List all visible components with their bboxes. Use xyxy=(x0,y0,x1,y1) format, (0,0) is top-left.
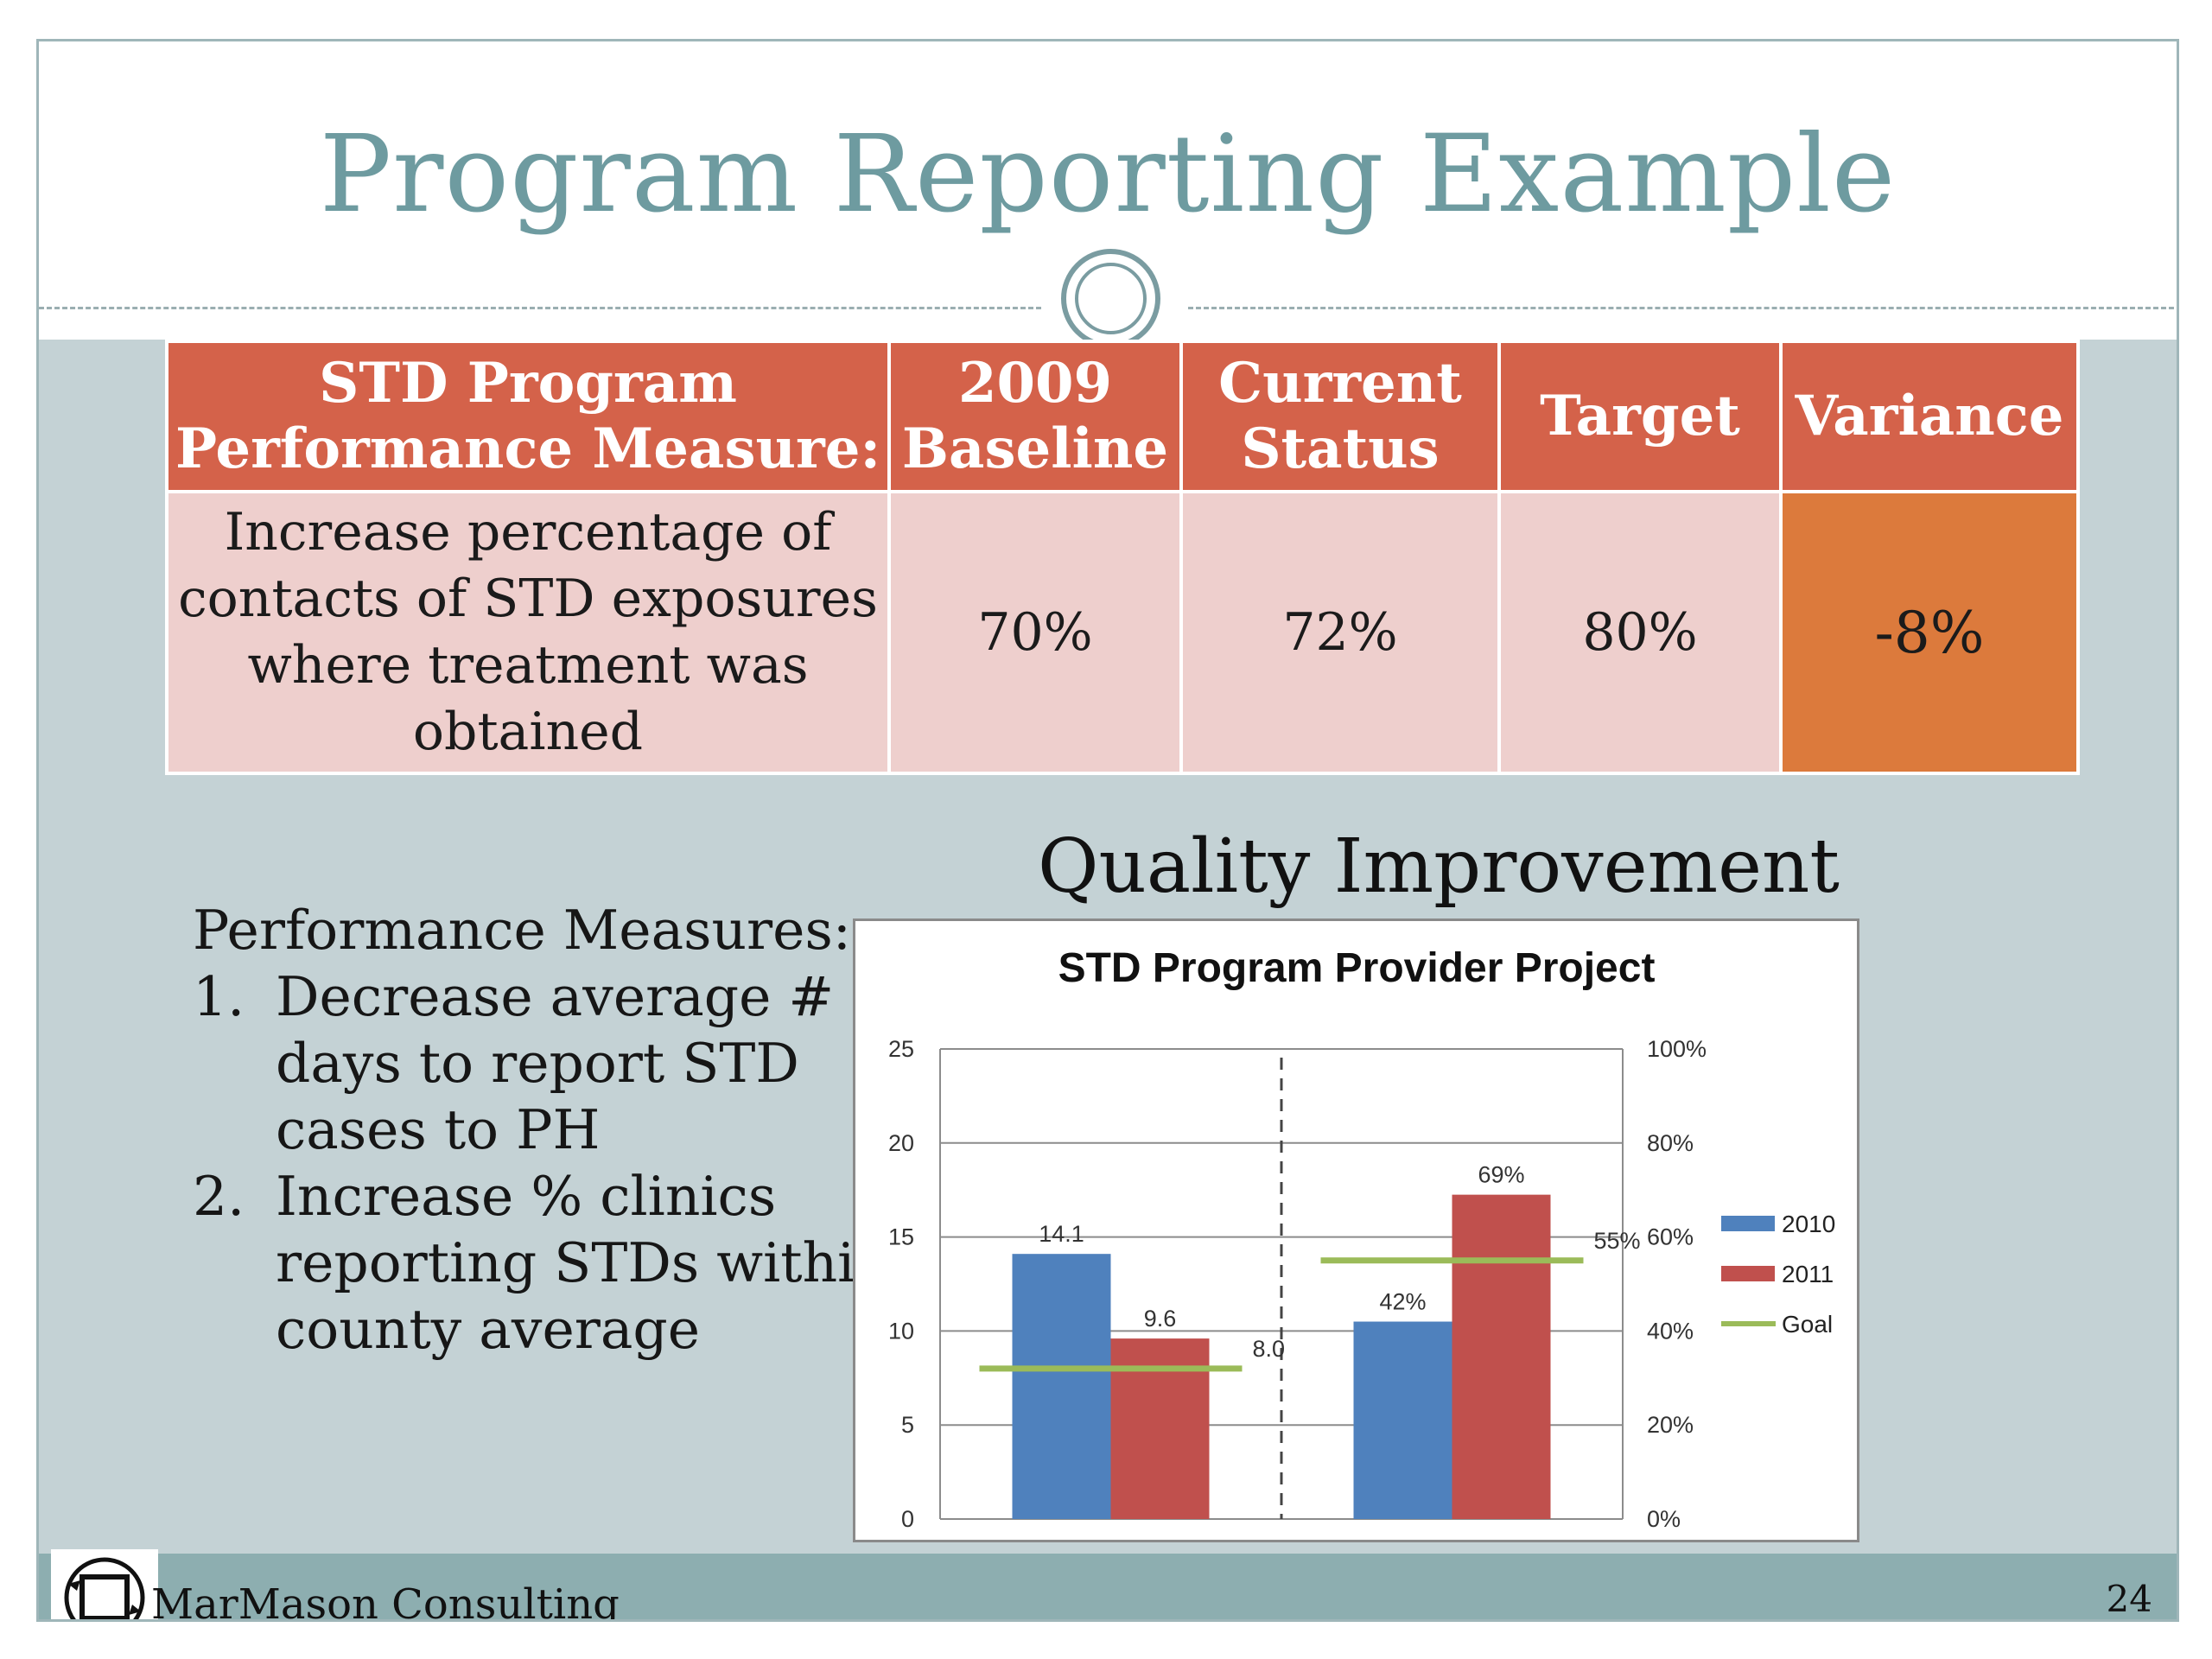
data-label: 14.1 xyxy=(1039,1221,1084,1247)
target-cell: 80% xyxy=(1497,490,1783,775)
category-label: Average Days xyxy=(1035,1539,1186,1540)
data-label: 42% xyxy=(1379,1289,1426,1315)
legend-label-2011: 2011 xyxy=(1782,1261,1834,1287)
right-tick-label: 0% xyxy=(1647,1506,1681,1532)
col-header-target: Target xyxy=(1497,340,1783,493)
slide: Program Reporting Example STD Program Pe… xyxy=(36,39,2179,1622)
quality-improvement-title: Quality Improvement xyxy=(1038,823,1840,910)
data-label: 69% xyxy=(1478,1162,1524,1188)
ring-ornament-icon xyxy=(1061,249,1160,348)
performance-measures-heading: Performance Measures: xyxy=(193,899,851,962)
measure-cell: Increase percentage of contacts of STD e… xyxy=(165,490,891,775)
category-label: Reporting w/in Timeframe xyxy=(1314,1539,1590,1540)
list-item-number: 2. xyxy=(193,1165,245,1228)
right-tick-label: 100% xyxy=(1647,1036,1707,1062)
list-item-text: Increase % clinics reporting STDs within… xyxy=(276,1165,890,1361)
bar-2011-1 xyxy=(1452,1194,1551,1519)
col-header-measure: STD Program Performance Measure: xyxy=(165,340,891,493)
performance-table: STD Program Performance Measure: 2009 Ba… xyxy=(165,340,2080,775)
data-label: 9.6 xyxy=(1144,1306,1177,1332)
baseline-cell: 70% xyxy=(887,490,1183,775)
chart-container: STD Program Provider Project 0 5 10 15 20 25 0%… xyxy=(853,918,1859,1542)
header-divider-right xyxy=(1188,307,2177,309)
col-header-variance: Variance xyxy=(1779,340,2080,493)
footer-bar xyxy=(39,1554,2177,1619)
legend-swatch-2010 xyxy=(1721,1216,1775,1231)
chart-svg: STD Program Provider Project 0 5 10 15 20 25 0%… xyxy=(888,945,1835,1540)
list-item-number: 1. xyxy=(193,965,245,1028)
left-tick-label: 5 xyxy=(901,1412,914,1438)
current-cell: 72% xyxy=(1179,490,1501,775)
slide-header: Program Reporting Example xyxy=(39,41,2177,348)
variance-cell: -8% xyxy=(1779,490,2080,775)
goal-label: 8.0 xyxy=(1253,1336,1286,1362)
performance-measures-list: Performance Measures: 1. Decrease averag… xyxy=(193,897,901,1363)
list-item-text: Decrease average # days to report STD ca… xyxy=(276,965,835,1161)
list-item: 1. Decrease average # days to report STD… xyxy=(193,963,901,1163)
table-row: Increase percentage of contacts of STD e… xyxy=(165,490,2080,775)
circular-arrows-square-logo-icon xyxy=(51,1549,158,1619)
goal-label: 55% xyxy=(1594,1228,1641,1254)
right-tick-label: 20% xyxy=(1647,1412,1694,1438)
slide-title: Program Reporting Example xyxy=(319,112,1897,237)
left-tick-label: 0 xyxy=(901,1506,914,1532)
bar-2010-1 xyxy=(1353,1321,1452,1519)
right-tick-label: 80% xyxy=(1647,1130,1694,1156)
chart-title: STD Program Provider Project xyxy=(1058,945,1656,991)
left-tick-label: 15 xyxy=(888,1224,914,1250)
legend-label-Goal: Goal xyxy=(1782,1311,1833,1338)
bar-2010-0 xyxy=(1012,1254,1111,1519)
col-header-baseline: 2009 Baseline xyxy=(887,340,1183,493)
page-number: 24 xyxy=(2106,1578,2152,1620)
table-header-row: STD Program Performance Measure: 2009 Ba… xyxy=(165,340,2080,493)
legend-label-2010: 2010 xyxy=(1782,1211,1835,1237)
right-tick-label: 40% xyxy=(1647,1318,1694,1344)
right-tick-label: 60% xyxy=(1647,1224,1694,1250)
legend-swatch-2011 xyxy=(1721,1266,1775,1281)
left-tick-label: 25 xyxy=(888,1036,914,1062)
footer-company-name: MarMason Consulting xyxy=(151,1580,620,1622)
left-tick-label: 10 xyxy=(888,1318,914,1344)
list-item: 2. Increase % clinics reporting STDs wit… xyxy=(193,1163,901,1363)
col-header-current: Current Status xyxy=(1179,340,1501,493)
header-divider-left xyxy=(39,307,1041,309)
left-tick-label: 20 xyxy=(888,1130,914,1156)
